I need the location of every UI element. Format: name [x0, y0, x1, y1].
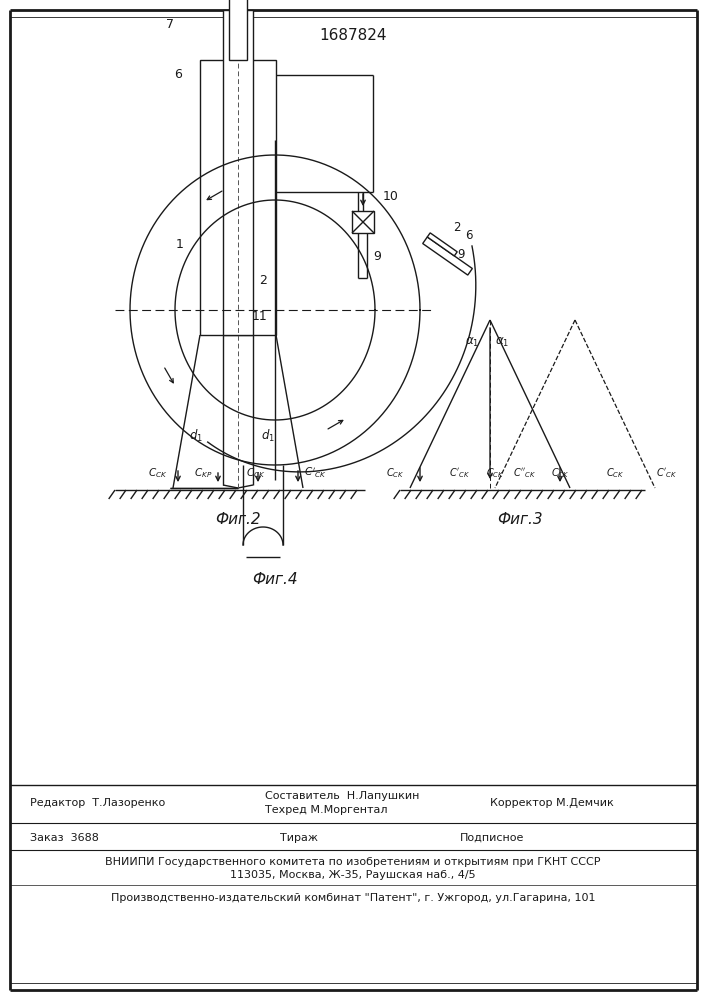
Text: $\alpha_1$: $\alpha_1$	[465, 335, 479, 349]
Text: Редактор  Т.Лазоренко: Редактор Т.Лазоренко	[30, 798, 165, 808]
Text: $C_{CK}$: $C_{CK}$	[486, 466, 504, 480]
Bar	[200, 60, 276, 335]
Text: $d_1$: $d_1$	[261, 428, 275, 444]
Text: Фиг.3: Фиг.3	[497, 512, 543, 528]
Text: $d_1$: $d_1$	[189, 428, 203, 444]
Text: $C''_{CK}$: $C''_{CK}$	[513, 466, 537, 480]
Text: 9: 9	[457, 248, 464, 261]
Text: $C'_{CK}$: $C'_{CK}$	[656, 466, 678, 480]
Text: Фиг.2: Фиг.2	[215, 512, 261, 528]
Text: $C_{CK}$: $C_{CK}$	[606, 466, 624, 480]
Text: 2: 2	[452, 221, 460, 234]
Text: $C'_{CK}$: $C'_{CK}$	[303, 466, 327, 480]
Text: Составитель  Н.Лапушкин: Составитель Н.Лапушкин	[265, 791, 419, 801]
Text: 6: 6	[464, 229, 472, 242]
Text: Техред М.Моргентал: Техред М.Моргентал	[265, 805, 387, 815]
Text: $C_{KP}$: $C_{KP}$	[194, 466, 212, 480]
Text: Производственно-издательский комбинат "Патент", г. Ужгород, ул.Гагарина, 101: Производственно-издательский комбинат "П…	[111, 893, 595, 903]
Text: Подписное: Подписное	[460, 833, 525, 843]
Text: 11: 11	[252, 310, 268, 324]
Text: Фиг.4: Фиг.4	[252, 572, 298, 587]
Text: $C_{CK}$: $C_{CK}$	[386, 466, 404, 480]
Text: 10: 10	[383, 190, 399, 204]
Text: $\alpha_1$: $\alpha_1$	[495, 335, 509, 349]
Text: $C'_{CK}$: $C'_{CK}$	[449, 466, 471, 480]
Text: $C_{CK}$: $C_{CK}$	[148, 466, 168, 480]
Text: 6: 6	[174, 68, 182, 82]
Text: 9: 9	[373, 249, 381, 262]
Polygon shape	[427, 233, 457, 256]
Text: 113035, Москва, Ж-35, Раушская наб., 4/5: 113035, Москва, Ж-35, Раушская наб., 4/5	[230, 870, 476, 880]
Bar	[223, 10, 253, 335]
Bar	[229, 0, 247, 60]
Polygon shape	[423, 237, 472, 275]
Text: $C_{CK}$: $C_{CK}$	[246, 466, 266, 480]
Bar	[352, 211, 374, 233]
Text: Корректор М.Демчик: Корректор М.Демчик	[490, 798, 614, 808]
Text: 2: 2	[259, 273, 267, 286]
Text: Тираж: Тираж	[280, 833, 318, 843]
Text: 7: 7	[166, 18, 174, 31]
Text: 1687824: 1687824	[320, 28, 387, 43]
Text: $C_{CK}$: $C_{CK}$	[551, 466, 569, 480]
Text: 1: 1	[176, 238, 184, 251]
Text: ВНИИПИ Государственного комитета по изобретениям и открытиям при ГКНТ СССР: ВНИИПИ Государственного комитета по изоб…	[105, 857, 601, 867]
Text: Заказ  3688: Заказ 3688	[30, 833, 99, 843]
